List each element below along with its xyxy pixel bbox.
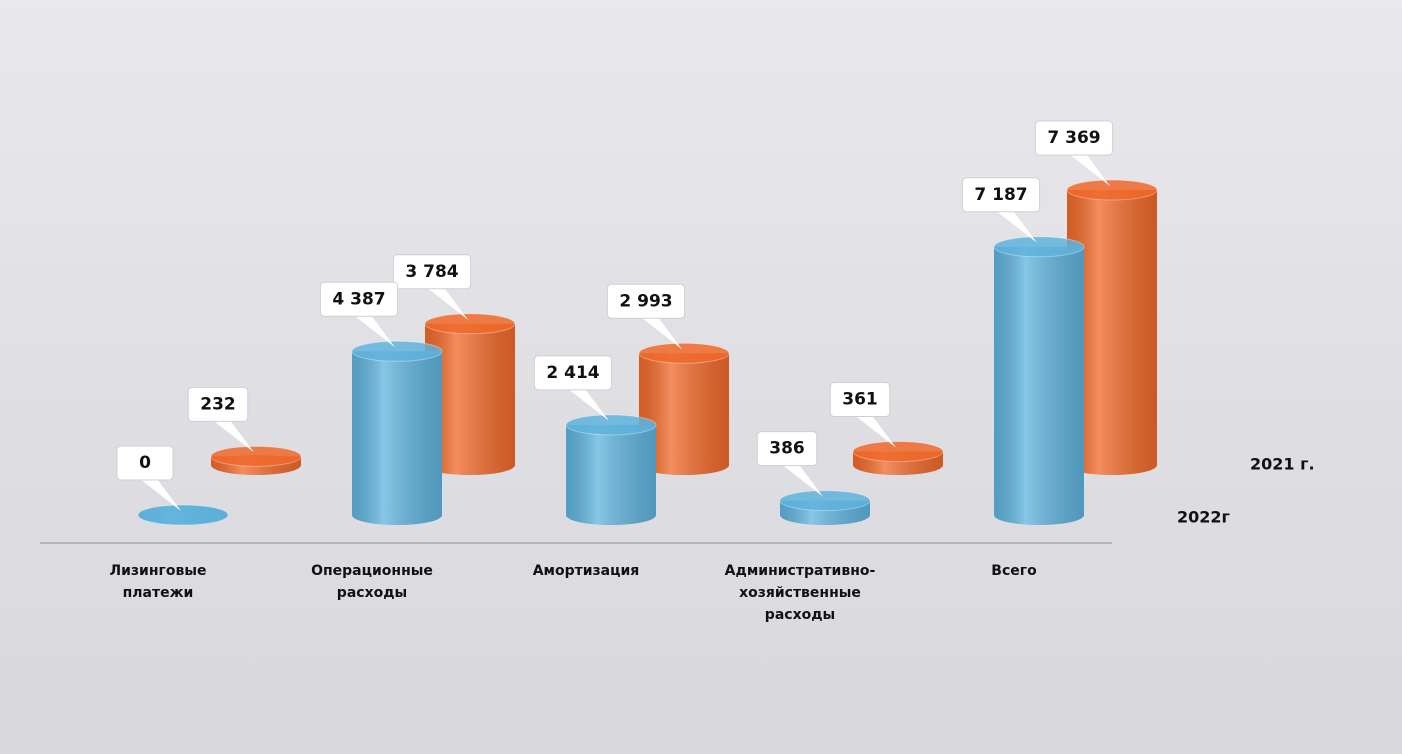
callout-tail <box>354 315 395 348</box>
value-label: 361 <box>842 390 878 410</box>
callout-box <box>187 386 249 422</box>
callout-box <box>319 281 399 317</box>
cylinder-top <box>210 445 302 467</box>
callout-tail <box>213 420 254 453</box>
callout-box <box>533 355 613 391</box>
cylinder-bottom-shade <box>566 505 656 525</box>
value-label: 2 993 <box>619 291 672 311</box>
value-label: 7 187 <box>974 185 1027 205</box>
callout-tail <box>996 210 1037 243</box>
cylinder <box>137 504 229 526</box>
legend-label: 2021 г. <box>1250 455 1315 474</box>
cylinder-bottom-shade <box>352 505 442 525</box>
callout-box <box>392 254 472 290</box>
callout-tail <box>140 479 181 511</box>
value-label: 232 <box>200 394 236 414</box>
cylinder-top <box>993 236 1085 258</box>
x-tick-label: Амортизация <box>532 563 640 579</box>
callout-box <box>116 445 174 481</box>
cylinder-shade <box>994 246 1084 515</box>
cylinder-bottom-shade <box>994 505 1084 525</box>
cylinder <box>565 414 657 525</box>
cylinder-top <box>351 340 443 362</box>
callout-tail <box>1069 154 1110 186</box>
cylinder-top <box>852 441 944 463</box>
callout-box <box>961 177 1041 213</box>
legend-label: 2022г <box>1177 508 1230 527</box>
value-label: 386 <box>769 439 805 459</box>
x-tick-label: Административно-хозяйственные расходы <box>724 563 876 623</box>
value-label: 0 <box>139 453 151 473</box>
callout-box <box>1034 120 1114 156</box>
callout-tail <box>855 415 896 448</box>
callout-box <box>606 283 686 319</box>
cylinder-shade <box>352 351 442 515</box>
cylinder-top <box>638 342 730 364</box>
value-label: 4 387 <box>332 289 385 309</box>
cylinder-bottom-shade <box>639 455 729 475</box>
cylinder <box>779 490 871 525</box>
cylinder-shade <box>566 424 656 515</box>
callout-tail <box>641 317 682 350</box>
cylinder-bottom-shade <box>1067 455 1157 475</box>
cylinder-top <box>779 490 871 512</box>
cylinder <box>993 236 1085 525</box>
value-label: 2 414 <box>546 363 599 383</box>
cylinder-top <box>137 504 229 526</box>
x-tick-label: Всего <box>991 563 1037 579</box>
x-tick-label: Лизинговые платежи <box>109 563 207 601</box>
callout-tail <box>782 464 823 497</box>
x-tick-label: Операционные расходы <box>311 563 433 601</box>
cylinder-top <box>565 414 657 436</box>
callout-tail <box>427 287 468 320</box>
value-label: 3 784 <box>405 262 458 282</box>
cylinder <box>852 441 944 475</box>
cylinder <box>210 445 302 475</box>
cylinder-top <box>1066 179 1158 201</box>
value-label: 7 369 <box>1047 128 1100 148</box>
callout-tail <box>568 388 609 421</box>
callout-box <box>829 382 891 418</box>
cylinder-bottom-shade <box>780 505 870 525</box>
cylinder <box>351 340 443 525</box>
cylinder-bottom-shade <box>425 455 515 475</box>
cylinder-top <box>424 313 516 335</box>
callout-box <box>756 431 818 467</box>
